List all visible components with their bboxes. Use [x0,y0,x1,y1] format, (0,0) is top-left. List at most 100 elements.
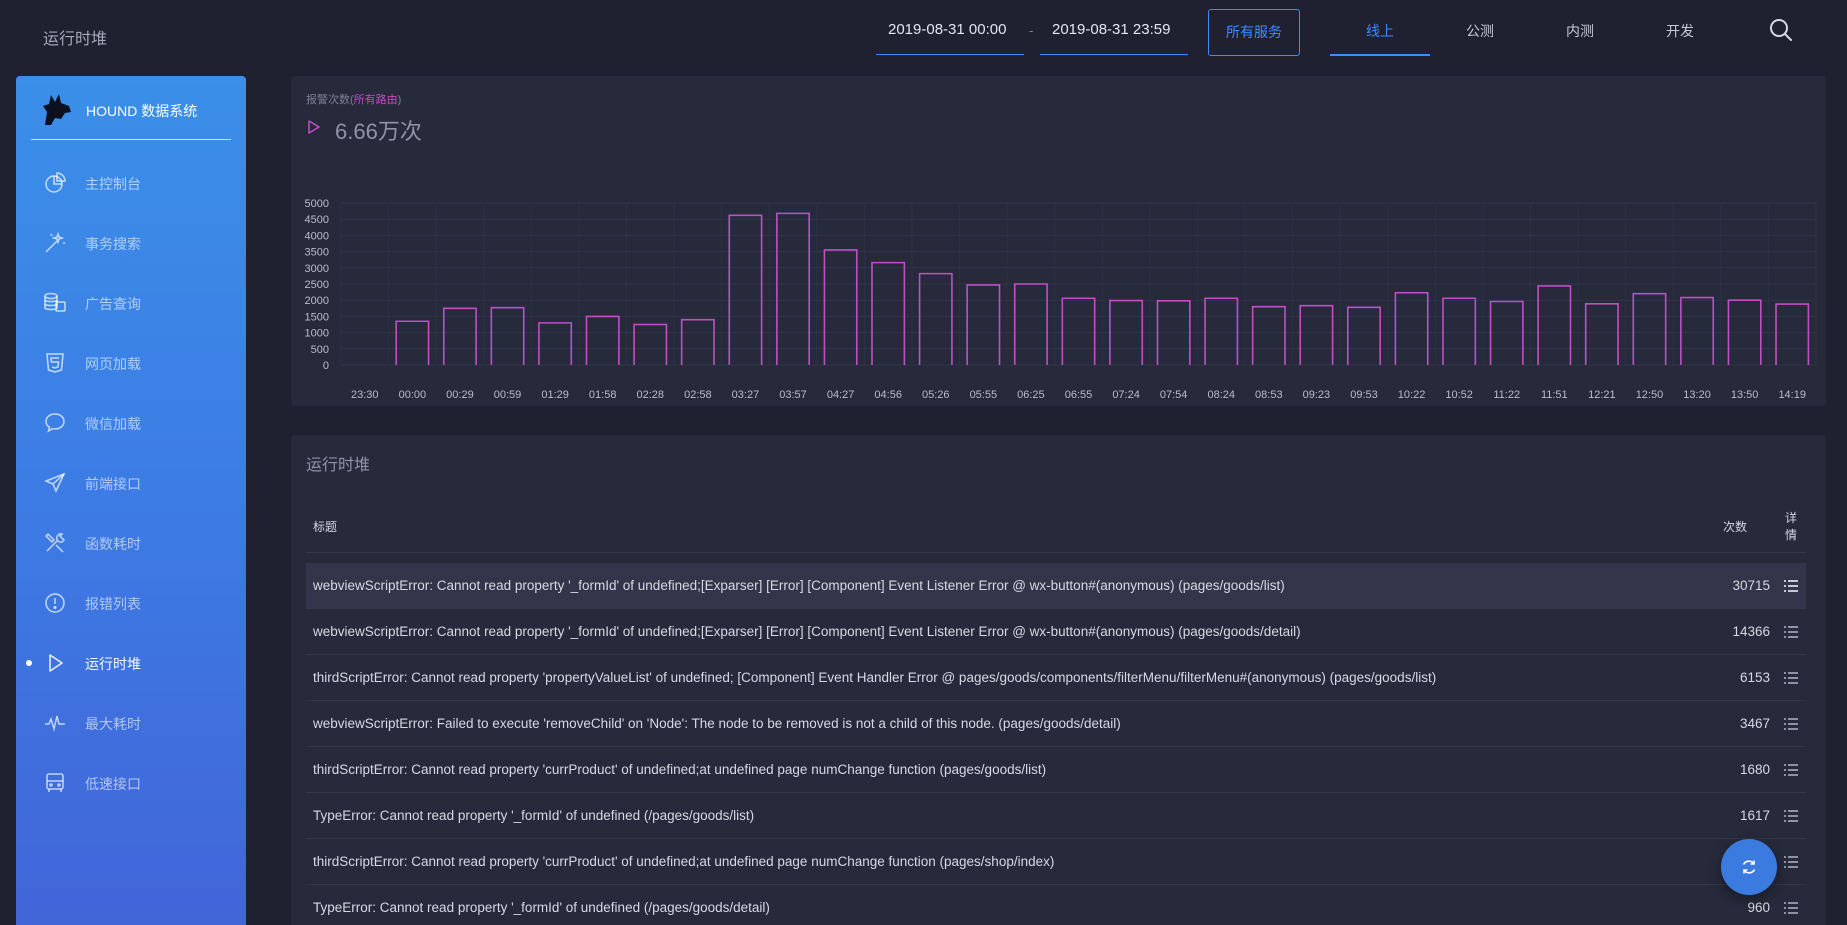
x-tick-label: 10:52 [1445,389,1473,401]
table-row[interactable]: thirdScriptError: Cannot read property '… [306,655,1806,701]
x-tick-label: 13:20 [1683,389,1711,401]
sidebar: HOUND 数据系统 主控制台 事务搜索 广告查询 网页加载 微信加载 前端接口… [16,76,246,925]
sidebar-item-label: 低速接口 [85,776,141,792]
sidebar-item-function-timing[interactable]: 函数耗时 [16,518,246,568]
bar [1299,304,1334,365]
tab-public-beta[interactable]: 公测 [1466,23,1494,39]
pie-chart-icon [43,171,67,195]
x-tick-label: 03:27 [732,389,760,401]
error-count: 6153 [1739,670,1770,685]
list-icon[interactable] [1783,762,1799,778]
table-row[interactable]: TypeError: Cannot read property '_formId… [306,885,1806,925]
x-tick-label: 04:56 [874,389,902,401]
bar [1013,283,1048,365]
error-count: 960 [1747,900,1770,915]
sidebar-item-max-timing[interactable]: 最大耗时 [16,698,246,748]
sidebar-item-frontend-api[interactable]: 前端接口 [16,458,246,508]
sidebar-item-label: 函数耗时 [85,536,141,552]
y-tick-label: 0 [323,360,329,372]
x-tick-label: 07:24 [1112,389,1140,401]
y-tick-label: 5000 [305,198,329,210]
tools-icon [43,531,67,555]
sidebar-item-page-load[interactable]: 网页加载 [16,338,246,388]
x-tick-label: 02:28 [637,389,665,401]
date-end-field[interactable]: 2019-08-31 23:59 [1040,11,1188,55]
x-tick-label: 01:58 [589,389,617,401]
y-tick-label: 1500 [305,311,329,323]
bus-icon [43,771,67,795]
y-tick-label: 3500 [305,247,329,259]
sidebar-item-transaction-search[interactable]: 事务搜索 [16,218,246,268]
list-icon[interactable] [1783,808,1799,824]
sidebar-item-runtime-heap[interactable]: 运行时堆 [16,638,246,688]
alert-chart-card: 报警次数(所有路由) 6.66万次 5000 4500 4000 3500 3000 25… [291,76,1826,406]
pulse-icon [43,711,67,735]
top-bar: 运行时堆 2019-08-31 00:00 - 2019-08-31 23:59… [0,0,1847,72]
active-indicator [26,660,32,666]
all-services-button[interactable]: 所有服务 [1208,9,1300,56]
runtime-heap-table-card: 运行时堆 标题 次数 详情 webviewScriptError: Cannot… [291,435,1826,925]
coins-icon [43,291,67,315]
tab-online[interactable]: 线上 [1330,9,1430,56]
tab-internal-beta[interactable]: 内测 [1566,23,1594,39]
list-icon[interactable] [1783,854,1799,870]
bar [1775,303,1810,365]
tab-dev[interactable]: 开发 [1666,23,1694,39]
bar [1727,299,1762,365]
magic-wand-icon [43,231,67,255]
y-tick-label: 4500 [305,214,329,226]
error-title: TypeError: Cannot read property '_formId… [313,808,755,823]
x-tick-label: 06:25 [1017,389,1045,401]
error-title: thirdScriptError: Cannot read property '… [313,670,1437,685]
x-tick-label: 12:21 [1588,389,1616,401]
sidebar-item-label: 前端接口 [85,476,141,492]
bar [1680,296,1715,365]
table-row[interactable]: webviewScriptError: Failed to execute 'r… [306,701,1806,747]
error-title: webviewScriptError: Cannot read property… [313,624,1301,639]
bar [1251,305,1286,365]
table-row[interactable]: webviewScriptError: Cannot read property… [306,563,1806,609]
bar [1347,306,1381,365]
bar [1489,300,1524,365]
sidebar-item-label: 事务搜索 [85,236,141,252]
sidebar-item-wechat-load[interactable]: 微信加载 [16,398,246,448]
table-row[interactable]: TypeError: Cannot read property '_formId… [306,793,1806,839]
date-separator: - [1029,23,1034,38]
sidebar-item-label: 最大耗时 [85,716,141,732]
bar [395,320,430,365]
table-row[interactable]: webviewScriptError: Cannot read property… [306,609,1806,655]
error-count: 3467 [1739,716,1770,731]
bar [871,261,906,365]
sidebar-item-ad-query[interactable]: 广告查询 [16,278,246,328]
table-row[interactable]: thirdScriptError: Cannot read property '… [306,747,1806,793]
bar [1584,302,1619,365]
date-start-field[interactable]: 2019-08-31 00:00 [876,11,1024,55]
y-tick-label: 500 [311,344,329,356]
sidebar-item-error-list[interactable]: 报错列表 [16,578,246,628]
x-tick-label: 05:55 [970,389,998,401]
error-count: 30715 [1732,578,1770,593]
list-icon[interactable] [1783,624,1799,640]
table-header: 标题 次数 详情 [306,498,1806,553]
y-tick-label: 4000 [305,230,329,242]
play-icon [43,651,67,675]
refresh-button[interactable] [1721,839,1777,895]
error-title: webviewScriptError: Failed to execute 'r… [313,716,1121,731]
table-row[interactable]: thirdScriptError: Cannot read property '… [306,839,1806,885]
list-icon[interactable] [1783,578,1799,594]
list-icon[interactable] [1783,716,1799,732]
column-header-detail: 详情 [1785,511,1798,542]
x-tick-label: 10:22 [1398,389,1426,401]
x-tick-label: 01:29 [541,389,569,401]
bar [490,306,525,365]
list-icon[interactable] [1783,900,1799,916]
list-icon[interactable] [1783,670,1799,686]
search-icon[interactable] [1768,17,1794,43]
sidebar-item-slow-api[interactable]: 低速接口 [16,758,246,808]
brand[interactable]: HOUND 数据系统 [31,88,231,140]
sidebar-item-dashboard[interactable]: 主控制台 [16,158,246,208]
alert-bar-chart: 5000450040003500300025002000150010005000… [305,198,1817,401]
sidebar-item-label: 广告查询 [85,296,141,312]
route-filter-link[interactable]: 所有路由 [353,94,398,106]
x-tick-label: 00:29 [446,389,474,401]
